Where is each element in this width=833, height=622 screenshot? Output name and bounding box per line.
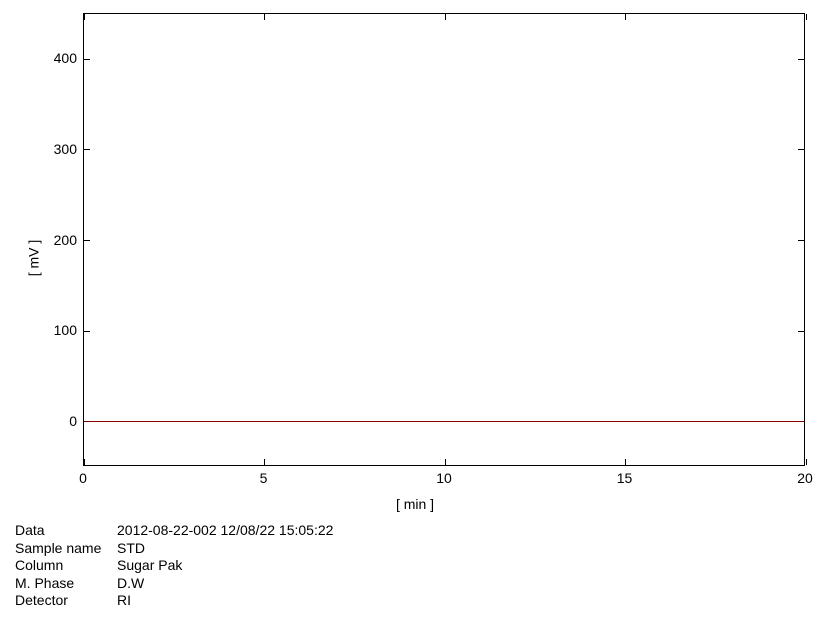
page-root: [ mV ] [ min ] 0 100 200 300 400 0 5 10 15 20 Dat…: [0, 0, 833, 622]
x-tick-mark: [264, 459, 265, 465]
x-tick-mark: [264, 14, 265, 20]
metadata-value: RI: [117, 592, 131, 610]
series-line-signal: [84, 421, 804, 422]
metadata-row: Sample nameSTD: [15, 540, 333, 558]
y-tick-mark: [798, 59, 804, 60]
x-tick-mark: [445, 459, 446, 465]
y-axis-label: [ mV ]: [25, 240, 41, 277]
y-tick-label: 100: [54, 322, 77, 338]
x-tick-mark: [625, 14, 626, 20]
x-tick-mark: [806, 14, 807, 20]
y-tick-mark: [798, 149, 804, 150]
x-tick-mark: [806, 459, 807, 465]
metadata-key: Sample name: [15, 540, 117, 558]
metadata-key: Column: [15, 557, 117, 575]
metadata-row: M. PhaseD.W: [15, 575, 333, 593]
x-tick-label: 0: [79, 470, 87, 486]
y-tick-mark: [84, 331, 90, 332]
metadata-value: 2012-08-22-002 12/08/22 15:05:22: [117, 522, 333, 540]
metadata-key: Detector: [15, 592, 117, 610]
chromatogram-chart: [ mV ] [ min ] 010020030040005101520: [15, 8, 815, 508]
metadata-row: ColumnSugar Pak: [15, 557, 333, 575]
plot-area: [83, 13, 805, 466]
y-tick-label: 400: [54, 50, 77, 66]
metadata-row: Data2012-08-22-002 12/08/22 15:05:22: [15, 522, 333, 540]
metadata-key: M. Phase: [15, 575, 117, 593]
y-tick-mark: [84, 240, 90, 241]
y-tick-mark: [84, 59, 90, 60]
x-tick-label: 15: [617, 470, 633, 486]
y-tick-label: 300: [54, 141, 77, 157]
x-axis-label: [ min ]: [396, 496, 434, 512]
y-tick-mark: [798, 240, 804, 241]
x-tick-mark: [445, 14, 446, 20]
x-tick-label: 5: [260, 470, 268, 486]
y-tick-label: 200: [54, 232, 77, 248]
metadata-row: DetectorRI: [15, 592, 333, 610]
metadata-key: Data: [15, 522, 117, 540]
y-tick-mark: [84, 149, 90, 150]
x-tick-mark: [84, 14, 85, 20]
x-tick-mark: [625, 459, 626, 465]
x-tick-label: 20: [797, 470, 813, 486]
metadata-value: D.W: [117, 575, 144, 593]
y-tick-label: 0: [69, 413, 77, 429]
x-tick-mark: [84, 459, 85, 465]
y-tick-mark: [798, 331, 804, 332]
metadata-value: STD: [117, 540, 145, 558]
x-tick-label: 10: [436, 470, 452, 486]
metadata-block: Data2012-08-22-002 12/08/22 15:05:22Samp…: [15, 522, 333, 610]
metadata-value: Sugar Pak: [117, 557, 182, 575]
